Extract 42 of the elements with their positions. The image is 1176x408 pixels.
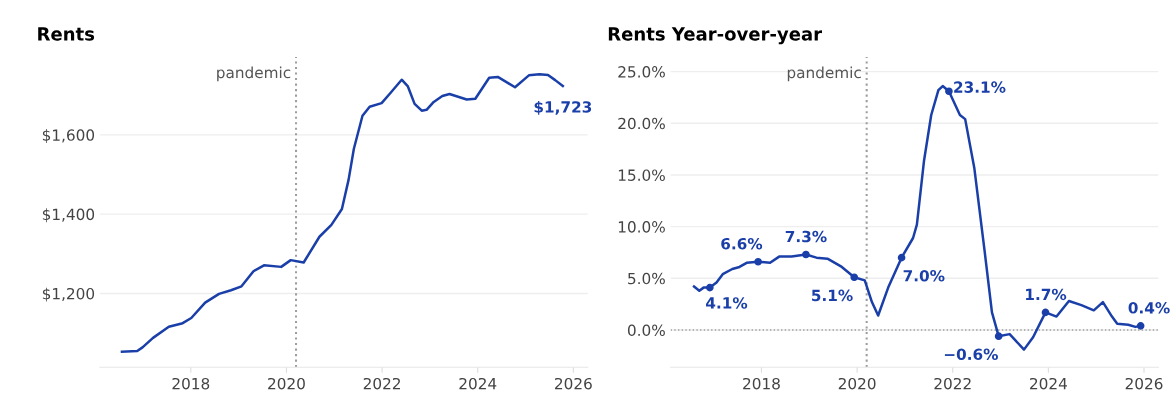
- x-tick-label: 2026: [555, 377, 592, 390]
- annotation: −0.6%: [944, 348, 998, 361]
- y-tick-label: $1,200: [42, 287, 95, 302]
- ref-line-label: pandemic: [217, 66, 291, 82]
- y-tick-label: $1,600: [42, 129, 95, 143]
- annotation: 6.6%: [721, 237, 763, 250]
- point: [994, 332, 1003, 341]
- x-tick-label: 2018: [743, 377, 780, 390]
- y-tick-label: 10.0%: [618, 221, 665, 233]
- y-tick-label: $1,400: [42, 208, 95, 223]
- x-tick-label: 2020: [268, 377, 305, 390]
- annotation: 0.4%: [1128, 302, 1170, 314]
- y-tick-label: 0.0%: [627, 324, 665, 337]
- x-tick-label: 2024: [1030, 377, 1067, 390]
- point: [1136, 322, 1145, 330]
- annotation: $1,723: [534, 100, 592, 115]
- annotation: 4.1%: [706, 297, 748, 309]
- annotation: 1.7%: [1026, 288, 1067, 301]
- ref-line-label: pandemic: [787, 66, 861, 82]
- point: [802, 250, 810, 259]
- chart-title: Rents Year-over-year: [608, 27, 822, 45]
- x-tick-label: 2020: [838, 377, 876, 390]
- annotation: 23.1%: [954, 81, 1006, 93]
- point: [945, 87, 953, 96]
- annotation: 5.1%: [812, 289, 853, 302]
- annotation: 7.0%: [903, 269, 945, 282]
- point: [897, 253, 906, 262]
- point: [850, 273, 859, 282]
- x-tick-label: 2026: [1125, 377, 1163, 390]
- x-tick-label: 2024: [459, 377, 497, 390]
- x-tick-label: 2022: [363, 377, 400, 390]
- y-tick-label: 25.0%: [618, 66, 665, 78]
- y-tick-label: 5.0%: [628, 272, 665, 285]
- point: [1041, 308, 1050, 317]
- annotation: 7.3%: [785, 230, 827, 243]
- y-tick-label: 20.0%: [618, 117, 665, 130]
- chart-title: Rents: [38, 27, 95, 41]
- y-tick-label: 15.0%: [618, 169, 665, 181]
- x-tick-label: 2022: [934, 377, 971, 390]
- point: [706, 283, 714, 292]
- x-tick-label: 2018: [172, 377, 210, 390]
- point: [754, 257, 762, 266]
